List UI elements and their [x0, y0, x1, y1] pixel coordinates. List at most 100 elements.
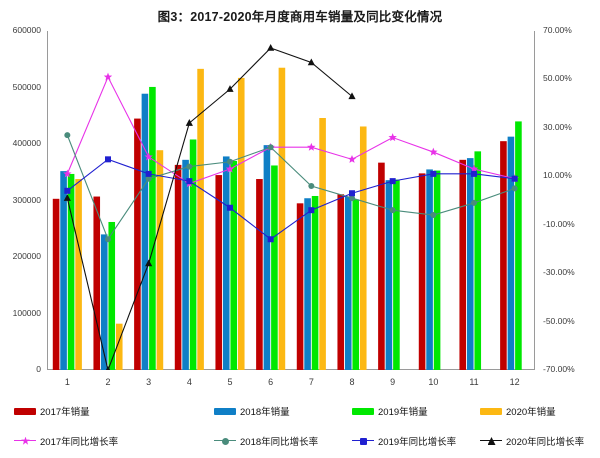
data-point-marker [511, 185, 518, 192]
bar [515, 121, 522, 370]
y2-axis-tick-label: -50.00% [543, 315, 575, 326]
legend-item[interactable]: 2019年同比增长率 [352, 430, 456, 452]
plot-area [47, 31, 535, 370]
bar [100, 234, 108, 370]
y-axis-tick-label: 400000 [12, 138, 41, 148]
line-series [64, 132, 518, 243]
data-point-marker [389, 178, 396, 185]
bar [182, 159, 189, 370]
legend-item[interactable]: 2018年销量 [214, 400, 290, 422]
data-point-marker [225, 164, 235, 173]
y2-axis-tick-label: 70.00% [543, 25, 572, 35]
data-point-marker [349, 195, 355, 202]
bar [474, 151, 482, 370]
data-point-marker [267, 43, 275, 51]
bar [426, 169, 433, 370]
data-point-marker [63, 169, 72, 178]
data-point-marker [308, 207, 315, 214]
legend-color-swatch [214, 407, 236, 415]
y2-axis-tick-label: 50.00% [543, 73, 572, 84]
data-point-marker [186, 178, 193, 185]
legend-label: 2020年销量 [506, 407, 556, 418]
x-axis-tick-label: 9 [390, 377, 396, 387]
legend-label: 2020年同比增长率 [506, 437, 585, 448]
bar [459, 159, 467, 370]
legend-marker-square-icon [360, 437, 367, 445]
bar [263, 145, 271, 370]
data-point-marker [185, 119, 193, 126]
y2-axis-tick-label: -70.00% [543, 364, 575, 374]
legend-marker-star-icon [21, 436, 30, 445]
legend-item[interactable]: 2018年同比增长率 [214, 430, 318, 452]
bar [215, 175, 223, 370]
data-point-marker [307, 58, 315, 66]
bar-series [60, 93, 515, 370]
bar [52, 198, 60, 370]
bar [337, 194, 345, 370]
bar [237, 77, 245, 370]
bar [108, 221, 116, 370]
legend-label: 2019年同比增长率 [378, 437, 457, 448]
y2-axis-tick-label: -30.00% [543, 267, 575, 278]
data-point-marker [105, 156, 111, 163]
bar [271, 165, 278, 370]
legend-color-swatch [14, 407, 36, 415]
y-axis-tick-label: 0 [36, 364, 41, 374]
bar [149, 86, 156, 370]
data-point-marker [267, 144, 274, 151]
legend-line-sample [214, 435, 236, 447]
line-series [63, 43, 356, 370]
legend-line-sample [480, 435, 502, 447]
legend-item[interactable]: 2017年同比增长率 [14, 430, 118, 452]
legend-item[interactable]: 2017年销量 [14, 400, 90, 422]
legend-item[interactable]: 2020年销量 [480, 400, 556, 422]
x-axis-tick-label: 3 [146, 377, 152, 387]
line-path [66, 134, 515, 241]
data-point-marker [471, 170, 477, 177]
bar [115, 323, 123, 370]
bar [296, 203, 304, 370]
bar [256, 179, 263, 370]
legend-item[interactable]: 2020年同比增长率 [480, 430, 584, 452]
legend-marker-triangle-icon [487, 437, 496, 445]
bar-series [52, 118, 507, 370]
bar [156, 150, 164, 370]
legend-label: 2018年同比增长率 [240, 437, 319, 448]
x-axis-tick-label: 12 [509, 377, 520, 387]
legend-label: 2019年销量 [378, 407, 428, 418]
line-series [64, 156, 518, 243]
bar [378, 162, 385, 370]
x-axis-tick-label: 8 [349, 377, 355, 387]
bar [60, 171, 67, 370]
bar-series [75, 67, 367, 370]
data-point-marker [469, 164, 479, 173]
chart-title: 图3：2017-2020年月度商用车销量及同比变化情况 [157, 10, 443, 24]
data-point-marker [430, 170, 437, 177]
bar [278, 67, 286, 370]
data-point-marker [347, 154, 357, 163]
x-axis-tick-label: 5 [227, 377, 233, 387]
legend-line-sample [352, 435, 374, 447]
bar [75, 179, 82, 370]
y-axis-tick-label: 600000 [12, 25, 41, 35]
data-point-marker [105, 236, 111, 243]
y2-axis-tick-label: 10.00% [543, 170, 572, 181]
bar [352, 199, 360, 370]
y2-axis-tick-label: -10.00% [543, 218, 575, 229]
data-point-marker [105, 366, 111, 370]
bar [359, 126, 367, 370]
x-axis-tick-label: 6 [268, 377, 274, 387]
bar [197, 68, 204, 370]
data-point-marker [267, 236, 274, 243]
data-point-marker [145, 175, 152, 182]
bar-series [67, 86, 522, 370]
bar [319, 118, 326, 370]
data-point-marker [307, 142, 316, 151]
data-point-marker [226, 85, 234, 92]
chart-legend: 2017年销量 2018年销量 2019年销量 2020年销量 2017年同比增长率 20… [0, 398, 600, 456]
y-axis-tick-label: 300000 [12, 194, 41, 205]
data-point-marker [64, 132, 71, 139]
legend-item[interactable]: 2019年销量 [352, 400, 428, 422]
bar [466, 158, 474, 370]
